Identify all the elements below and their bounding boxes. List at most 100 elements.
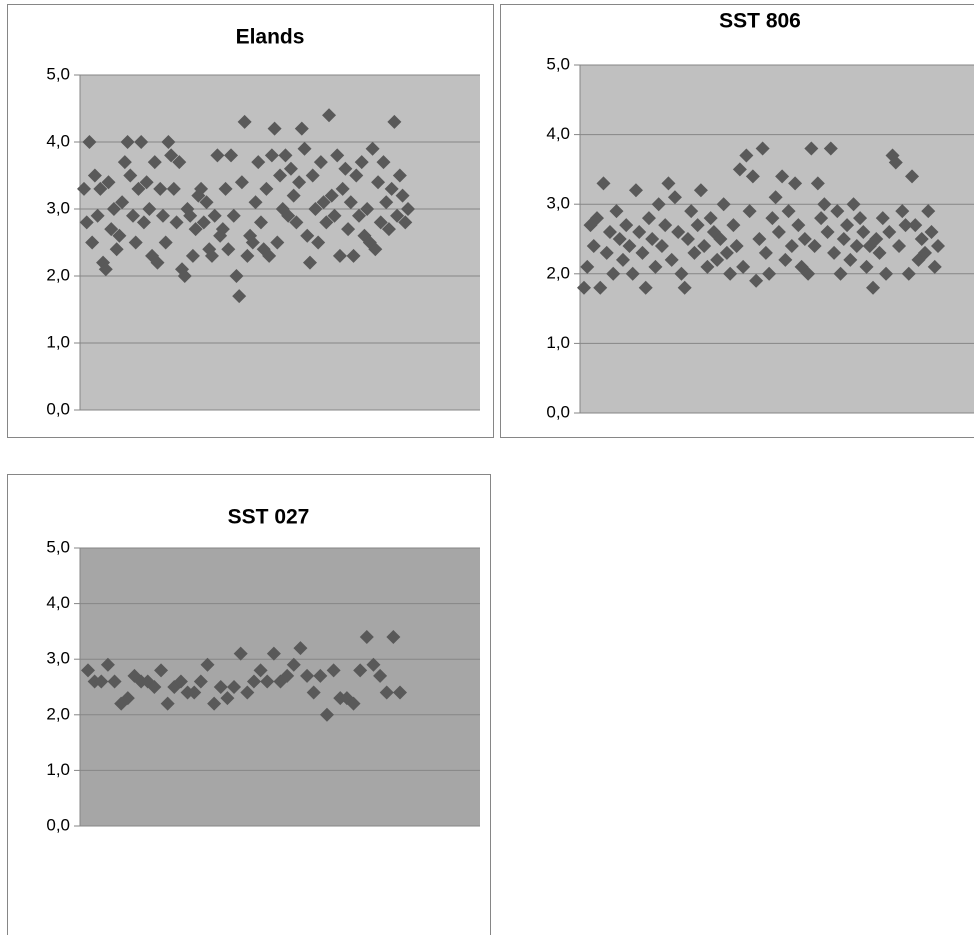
data-point: [908, 218, 923, 233]
chart: SST 027 0,0 1,0 2,0 3,0 4,0 5,0: [7, 474, 491, 935]
data-point: [398, 215, 413, 230]
data-point: [313, 155, 328, 170]
data-point: [723, 266, 738, 281]
data-point: [193, 674, 208, 689]
y-tick-label: 2,0: [546, 263, 570, 282]
chart: Elands 0,0 1,0 2,0 3,0 4,0 5,0: [7, 4, 494, 438]
data-point: [335, 181, 350, 196]
data-point: [306, 685, 321, 700]
data-point: [346, 248, 361, 263]
y-tick-label: 0,0: [46, 815, 70, 834]
data-point: [155, 208, 170, 223]
data-point: [194, 181, 209, 196]
data-point: [142, 202, 157, 216]
data-point: [120, 135, 135, 149]
data-point: [387, 114, 402, 129]
data-point: [914, 232, 929, 246]
data-point: [169, 215, 184, 230]
data-point: [622, 238, 637, 253]
data-point: [221, 242, 236, 257]
data-point: [158, 235, 173, 250]
data-point: [153, 181, 168, 196]
data-point: [139, 175, 154, 190]
data-point: [726, 218, 741, 233]
data-point: [266, 646, 281, 661]
data-point: [259, 181, 274, 196]
data-point: [120, 691, 135, 706]
data-point: [326, 663, 341, 678]
data-point: [384, 181, 399, 196]
data-point: [240, 248, 255, 263]
data-point: [820, 225, 835, 240]
data-point: [671, 225, 686, 240]
chart-title: SST 806: [719, 10, 801, 33]
data-point: [684, 204, 699, 219]
data-point: [200, 657, 215, 672]
data-point: [164, 148, 179, 163]
data-point: [628, 183, 643, 198]
data-point: [697, 238, 712, 253]
chart: SST 806 0,0 1,0 2,0 3,0 4,0 5,0: [500, 4, 974, 438]
data-point: [788, 176, 803, 191]
y-tick-label: 2,0: [46, 265, 70, 284]
data-point: [185, 248, 200, 263]
data-point: [749, 273, 764, 288]
data-point: [104, 222, 119, 237]
data-point: [85, 235, 100, 250]
data-point: [856, 225, 871, 240]
data-point: [609, 204, 624, 219]
data-point: [273, 168, 288, 183]
data-point: [619, 218, 634, 233]
data-point: [797, 232, 812, 246]
data-point: [368, 242, 383, 257]
data-point: [94, 674, 109, 689]
data-point: [859, 259, 874, 274]
data-point: [98, 262, 113, 277]
data-point: [918, 245, 933, 260]
data-point: [126, 208, 141, 223]
data-point: [703, 211, 718, 226]
data-point: [905, 169, 920, 184]
data-point: [232, 289, 247, 304]
data-point: [625, 266, 640, 281]
data-point: [220, 691, 235, 706]
data-point: [233, 646, 248, 661]
data-point: [302, 255, 317, 270]
data-point: [381, 222, 396, 237]
data-point: [693, 183, 708, 198]
data-point: [615, 252, 630, 267]
data-point: [227, 680, 242, 694]
data-point: [260, 674, 275, 689]
data-point: [577, 280, 591, 295]
data-point: [742, 204, 757, 219]
data-point: [93, 181, 108, 196]
data-point: [875, 211, 890, 226]
data-point: [664, 252, 679, 267]
data-point: [804, 141, 819, 156]
data-point: [79, 215, 94, 230]
data-point: [297, 141, 312, 156]
data-point: [264, 148, 279, 163]
data-point: [840, 218, 855, 233]
data-point: [921, 204, 936, 219]
data-point: [641, 211, 656, 226]
y-tick-label: 3,0: [46, 198, 70, 217]
data-point: [373, 215, 388, 230]
data-point: [207, 696, 222, 711]
data-point: [719, 245, 734, 260]
data-point: [931, 238, 945, 253]
data-point: [359, 629, 374, 644]
data-point: [661, 176, 676, 191]
data-point: [830, 204, 845, 219]
data-point: [762, 266, 777, 281]
data-point: [353, 663, 368, 678]
data-point: [213, 680, 228, 694]
data-point: [207, 208, 222, 223]
data-point: [379, 685, 394, 700]
data-point: [278, 148, 293, 163]
data-point: [901, 266, 916, 281]
data-point: [300, 228, 315, 243]
data-point: [392, 168, 407, 183]
data-point: [755, 141, 770, 156]
data-point: [188, 222, 203, 237]
